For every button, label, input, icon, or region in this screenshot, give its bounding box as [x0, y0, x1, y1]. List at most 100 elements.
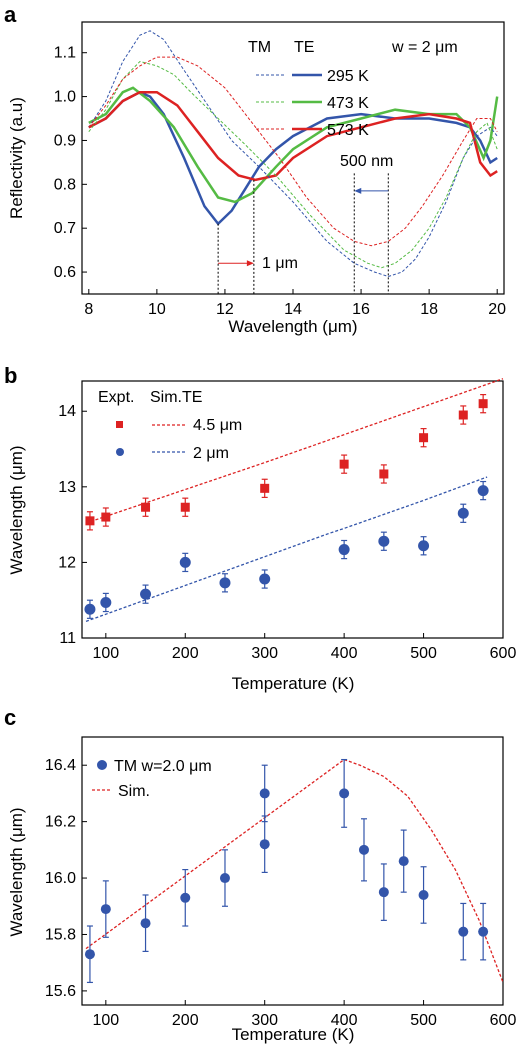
- panel-b-point-s1: [84, 603, 96, 615]
- panel-b-legend-label-45: 4.5 μm: [193, 417, 242, 434]
- panel-b-point-s1: [457, 507, 469, 519]
- panel-b-point-s1: [338, 544, 350, 556]
- panel-b-point-s1: [140, 588, 152, 600]
- panel-a-shift-tm-label: 1 μm: [262, 255, 298, 272]
- panel-a-ytick-label-1.0: 1.0: [54, 89, 76, 106]
- panel-c-xtick-label-600: 600: [490, 1012, 517, 1029]
- panel-b-point-s1: [179, 556, 191, 568]
- panel-c-point: [378, 887, 389, 898]
- panel-c-ytick-label-16.4: 16.4: [45, 757, 76, 774]
- panel-a-shift-te-label: 500 nm: [340, 153, 393, 170]
- panel-a-xtick-label-16: 16: [352, 301, 370, 318]
- panel-b-ytick-label-14: 14: [58, 403, 76, 420]
- panel-b-point-s0: [101, 512, 111, 522]
- panel-c-point: [140, 918, 151, 929]
- panel-a-shift-tm-arrowhead: [246, 260, 254, 267]
- panel-letter-c: c: [4, 705, 16, 730]
- panel-b-xtick-label-100: 100: [92, 645, 119, 662]
- panel-a-xtick-label-8: 8: [84, 301, 93, 318]
- panel-b-temperature-chart: 100 200 300 400 500 600 11 12 13 14 Temperature (…: [7, 378, 517, 693]
- panel-c-point: [219, 873, 230, 884]
- panel-a-xtick-label-12: 12: [216, 301, 234, 318]
- panel-b-point-s0: [478, 399, 488, 409]
- panel-b-point-s0: [260, 483, 270, 493]
- panel-a-legend-label-295: 295 K: [327, 68, 369, 85]
- panel-a-series-te-573k: [88, 56, 498, 247]
- panel-b-xtick-label-300: 300: [251, 645, 278, 662]
- panel-b-xtick-label-500: 500: [410, 645, 437, 662]
- panel-b-point-s0: [180, 502, 190, 512]
- panel-c-point: [478, 926, 489, 937]
- panel-letter-b: b: [4, 363, 17, 388]
- panel-c-ytick-label-15.8: 15.8: [45, 926, 76, 943]
- panel-c-point: [100, 904, 111, 915]
- panel-b-xlabel: Temperature (K): [232, 674, 355, 693]
- panel-a-ytick-label-0.8: 0.8: [54, 176, 76, 193]
- panel-a-xtick-label-14: 14: [284, 301, 302, 318]
- panel-b-xtick-label-200: 200: [172, 645, 199, 662]
- panel-a-series-te-473k: [88, 60, 498, 269]
- panel-b-legend-label-2: 2 μm: [193, 445, 229, 462]
- panel-c-point: [418, 889, 429, 900]
- panel-c-legend-label-sim: Sim.: [118, 783, 150, 800]
- panel-b-legend-marker-45: [116, 421, 123, 428]
- panel-c-xtick-label-400: 400: [331, 1012, 358, 1029]
- panel-c-point: [458, 926, 469, 937]
- panel-b-frame: [81, 380, 504, 639]
- panel-b-point-s0: [419, 433, 429, 443]
- panel-a-reflectivity-chart: 8 10 12 14 16 18 20 0.6 0.7 0.8 0.9 1.0 1.1 Waveleng…: [7, 21, 506, 336]
- panel-b-ytick-label-13: 13: [58, 479, 76, 496]
- panel-c-xlabel: Temperature (K): [232, 1025, 355, 1044]
- panel-c-ylabel: Wavelength (μm): [7, 807, 26, 936]
- panel-a-ylabel: Reflectivity (a.u): [7, 97, 26, 219]
- panel-b-point-s1: [219, 577, 231, 589]
- panel-c-ytick-label-15.6: 15.6: [45, 983, 76, 1000]
- panel-c-point: [339, 788, 350, 799]
- panel-b-point-s1: [418, 540, 430, 552]
- panel-a-legend-label-573: 573 K: [327, 122, 369, 139]
- panel-b-point-s0: [339, 459, 349, 469]
- panel-b-ytick-label-12: 12: [58, 554, 76, 571]
- panel-c-frame: [81, 736, 504, 1006]
- panel-a-xtick-label-10: 10: [148, 301, 166, 318]
- panel-b-point-s1: [259, 573, 271, 585]
- panel-c-point: [259, 788, 270, 799]
- panel-c-legend-marker-tm: [97, 760, 107, 770]
- panel-b-ytick-label-11: 11: [59, 630, 76, 647]
- panel-c-point: [398, 856, 409, 867]
- panel-c-xtick-label-300: 300: [251, 1012, 278, 1029]
- panel-c-xtick-label-200: 200: [172, 1012, 199, 1029]
- panel-b-point-s0: [458, 410, 468, 420]
- panel-a-legend-label-473: 473 K: [327, 95, 369, 112]
- panel-c-ytick-label-16.2: 16.2: [45, 814, 76, 831]
- panel-b-point-s1: [477, 485, 489, 497]
- panel-b-sim-line-0: [85, 378, 504, 524]
- panel-b-point-s1: [100, 596, 112, 608]
- panel-b-legend-header-sim: Sim.TE: [150, 389, 202, 406]
- panel-c-point: [180, 892, 191, 903]
- panel-a-xtick-label-20: 20: [488, 301, 506, 318]
- panel-b-point-s0: [379, 469, 389, 479]
- panel-a-legend-header-tm: TM: [248, 39, 271, 56]
- panel-b-point-s1: [378, 535, 390, 547]
- panel-c-xtick-label-100: 100: [92, 1012, 119, 1029]
- panel-a-ytick-label-0.6: 0.6: [54, 264, 76, 281]
- panel-b-legend-header-expt: Expt.: [98, 389, 134, 406]
- panel-c-point: [259, 839, 270, 850]
- panel-b-xtick-label-400: 400: [331, 645, 358, 662]
- panel-b-legend-marker-2: [116, 448, 124, 456]
- panel-c-legend-label-tm: TM w=2.0 μm: [114, 758, 212, 775]
- panel-letter-a: a: [4, 2, 17, 27]
- panel-b-xtick-label-600: 600: [490, 645, 517, 662]
- panel-a-width-annotation: w = 2 μm: [391, 39, 458, 56]
- panel-b-point-s0: [85, 516, 95, 526]
- panel-a-ytick-label-0.7: 0.7: [54, 220, 76, 237]
- panel-b-point-s0: [141, 502, 151, 512]
- panel-a-xtick-label-18: 18: [420, 301, 438, 318]
- panel-c-point: [358, 844, 369, 855]
- panel-b-sim-line-1: [85, 476, 488, 623]
- panel-a-xlabel: Wavelength (μm): [228, 317, 357, 336]
- panel-a-ytick-label-0.9: 0.9: [54, 132, 76, 149]
- panel-a-legend-header-te: TE: [294, 39, 314, 56]
